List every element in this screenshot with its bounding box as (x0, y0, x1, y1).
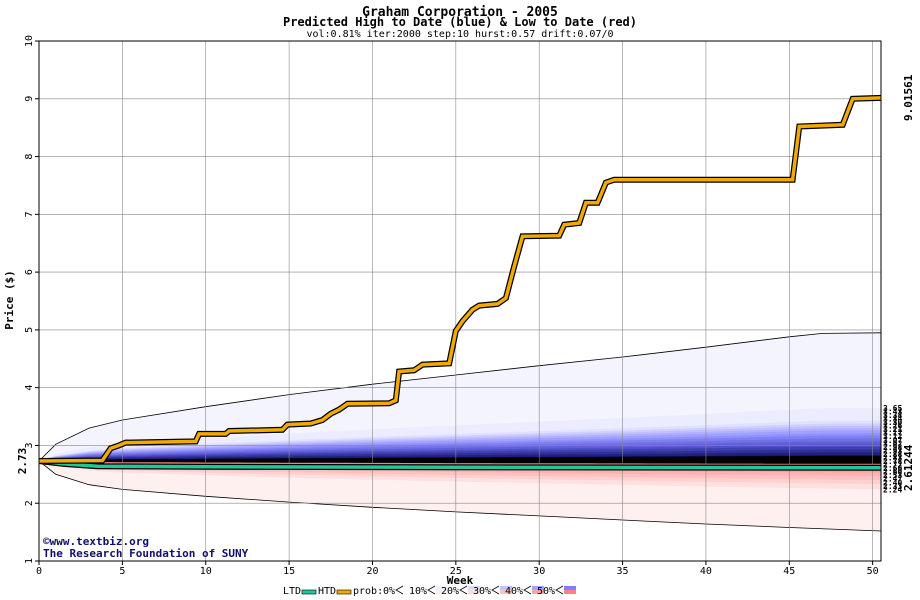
legend-swatch-low-3 (500, 590, 512, 594)
band-end-label-15: 2.78 (883, 457, 902, 466)
credit-block: ©www.textbiz.org The Research Foundation… (43, 535, 249, 560)
legend-swatch-high-5 (564, 586, 576, 590)
y-tick-label-6: 6 (24, 269, 35, 275)
x-tick-label-30: 30 (533, 566, 545, 577)
legend-swatch-low-2 (468, 590, 480, 594)
legend-swatch-high-1 (436, 586, 448, 590)
x-tick-label-20: 20 (366, 566, 378, 577)
legend-chevron-icon-4 (523, 585, 532, 595)
y-tick-label-3: 3 (24, 442, 35, 448)
plot-frame (38, 40, 882, 562)
end-high-value-label: 9.01561 (902, 74, 915, 121)
legend-htd-label: HTD (318, 586, 336, 597)
band-end-label-16: 2.72 (883, 461, 902, 470)
legend-swatch-low-0 (404, 590, 416, 594)
band-end-label-7: 3.17 (883, 429, 902, 438)
legend-swatch-high-0 (404, 586, 416, 590)
band-end-label-18: 2.60 (883, 468, 902, 477)
legend-chevron-icon-2 (459, 585, 468, 595)
band-end-label-14: 2.83 (883, 453, 902, 462)
y-tick-label-7: 7 (24, 211, 35, 217)
band-end-label-10: 3.02 (883, 439, 902, 448)
legend-prob-3: 30% (473, 586, 491, 597)
band-end-label-4: 3.30 (883, 418, 902, 427)
chart-subtitle: Predicted High to Date (blue) & Low to D… (283, 15, 637, 29)
x-tick-label-10: 10 (200, 566, 212, 577)
legend-swatch-low-5 (564, 590, 576, 594)
legend-ltd-label: LTD (283, 586, 301, 597)
band-end-label-22: 2.33 (883, 482, 902, 491)
y-axis-ticks: 1 2 3 4 5 6 7 8 9 10 (24, 35, 39, 564)
x-tick-label-15: 15 (283, 566, 295, 577)
band-end-label-17: 2.66 (883, 464, 902, 473)
band-end-label-0: 3.65 (883, 404, 902, 413)
y-tick-label-8: 8 (24, 154, 35, 160)
band-end-label-13: 2.88 (883, 450, 902, 459)
x-tick-label-45: 45 (783, 566, 795, 577)
chart-title: Graham Corporation - 2005 (362, 5, 558, 20)
band-end-label-8: 3.12 (883, 432, 902, 441)
htd-line (38, 96, 882, 463)
x-tick-label-40: 40 (700, 566, 712, 577)
x-axis-ticks: 0 5 10 15 20 25 30 35 40 45 50 (36, 561, 879, 577)
x-tick-label-35: 35 (617, 566, 629, 577)
band-end-label-19: 2.53 (883, 471, 902, 480)
y-tick-label-5: 5 (24, 327, 35, 333)
band-end-label-1: 3.43 (883, 407, 902, 416)
legend-htd-swatch (336, 589, 352, 595)
x-tick-label-50: 50 (867, 566, 879, 577)
legend-ltd-swatch (301, 589, 317, 595)
legend-prob-2: 20% (441, 586, 459, 597)
band-end-label-11: 2.98 (883, 443, 902, 452)
band-end-label-9: 3.07 (883, 436, 902, 445)
legend-chevron-icon-0 (395, 585, 404, 595)
chart-legend: LTD HTD prob: 0% 10% 20% 30% 40% 50% (283, 585, 576, 597)
y-tick-label-9: 9 (24, 96, 35, 102)
y-axis-label: Price ($) (3, 270, 16, 330)
band-end-label-12: 2.93 (883, 446, 902, 455)
x-axis-label: Week (447, 574, 474, 587)
band-end-label-5: 3.26 (883, 422, 902, 431)
legend-swatch-high-3 (500, 586, 512, 590)
band-median-low (39, 461, 881, 464)
band-end-label-20: 2.47 (883, 475, 902, 484)
x-tick-label-5: 5 (119, 566, 125, 577)
legend-prob-prefix: prob: (353, 586, 383, 597)
y-tick-label-4: 4 (24, 385, 35, 391)
legend-chevron-icon-5 (555, 585, 564, 595)
start-value-label: 2.73 (16, 448, 29, 475)
legend-swatch-high-4 (532, 586, 544, 590)
band-end-label-21: 2.40 (883, 478, 902, 487)
copyright-icon: © (43, 535, 50, 548)
y-tick-label-2: 2 (24, 500, 35, 506)
credit-org: The Research Foundation of SUNY (43, 547, 249, 560)
legend-chevron-icon-3 (491, 585, 500, 595)
legend-swatch-high-2 (468, 586, 480, 590)
legend-prob-0: 0% (383, 586, 395, 597)
simulation-params: vol:0.81% iter:2000 step:10 hurst:0.57 d… (306, 29, 613, 40)
legend-prob-1: 10% (409, 586, 427, 597)
legend-prob-4: 40% (505, 586, 523, 597)
data-series (38, 94, 882, 471)
envelope-upper-line (38, 332, 882, 462)
band-end-label-6: 3.21 (883, 425, 902, 434)
x-tick-label-0: 0 (36, 566, 42, 577)
credit-site: ©www.textbiz.org (43, 535, 149, 548)
end-low-value-label: 2.61244 (902, 444, 915, 491)
y-tick-label-10: 10 (24, 35, 35, 47)
band-median-high (39, 455, 881, 462)
band-end-label-2: 3.38 (883, 411, 902, 420)
probability-bands (38, 332, 882, 532)
band-end-label-23: 2.24 (883, 485, 902, 494)
legend-prob-5: 50% (537, 586, 555, 597)
legend-chevron-icon-1 (427, 585, 436, 595)
band-end-labels: 3.653.433.383.343.303.263.213.173.123.07… (883, 404, 902, 494)
y-tick-label-1: 1 (24, 558, 35, 564)
legend-swatch-low-1 (436, 590, 448, 594)
x-tick-label-25: 25 (450, 566, 462, 577)
legend-swatch-low-4 (532, 590, 544, 594)
band-end-label-3: 3.34 (883, 415, 902, 424)
